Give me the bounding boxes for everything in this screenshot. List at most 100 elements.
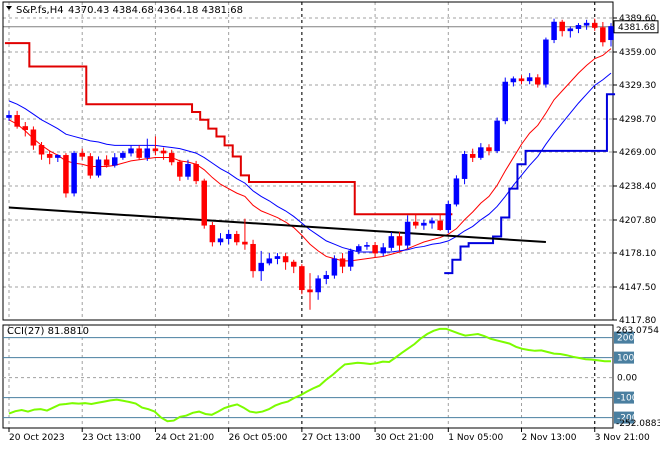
labels-layer: 4389.60 4359.00 4329.30 4298.70 4269.00 4238.… (9, 14, 659, 443)
candle-body (591, 22, 598, 28)
candle-body (364, 245, 370, 247)
candle-body (144, 148, 151, 158)
candle-body (128, 148, 134, 154)
candle-body (290, 261, 297, 267)
candle-body (372, 245, 378, 254)
trend-line (8, 206, 546, 243)
candle-body (469, 153, 476, 158)
cci-level-tag (614, 411, 634, 424)
price-tick-label: 4178.10 (619, 249, 656, 259)
grid-layer (3, 2, 617, 432)
candle-body (30, 129, 37, 146)
candle-body (242, 241, 248, 245)
candle-body (177, 161, 183, 177)
candle-body (388, 236, 395, 248)
candle-body (14, 115, 20, 127)
candle-body (600, 27, 606, 43)
candle-body (6, 115, 12, 118)
candle-body (250, 243, 256, 272)
time-tick-label: 1 Nov 05:00 (448, 433, 503, 443)
candle-body (160, 150, 167, 154)
candle-body (535, 77, 541, 85)
candle-body (486, 147, 492, 152)
candle-body (404, 221, 411, 246)
time-tick-label: 27 Oct 13:00 (302, 433, 361, 443)
candle-body (63, 155, 69, 194)
candle-body (421, 222, 427, 226)
candle-body (323, 275, 330, 279)
candle-body (95, 159, 102, 176)
candle-body (136, 148, 142, 158)
indicator-lines-layer (4, 42, 616, 275)
candle-body (217, 238, 224, 243)
blue-stop-line (444, 93, 616, 275)
time-tick-label: 3 Nov 21:00 (595, 433, 650, 443)
candle-body (543, 39, 549, 85)
price-tick-label: 4207.80 (619, 216, 656, 226)
cci-min-label: -252.0883 (616, 419, 660, 429)
candle-body (71, 152, 77, 194)
cci-level-tag (614, 391, 634, 404)
candles-layer (6, 18, 614, 310)
candle-body (55, 155, 61, 158)
dropdown-triangle-icon (6, 6, 12, 10)
candle-body (437, 220, 443, 231)
price-tick-label: 4359.00 (619, 48, 656, 58)
price-tick-label: 4147.50 (619, 283, 656, 293)
candle-body (266, 258, 273, 264)
red-stop-line (4, 42, 453, 216)
time-tick-label: 2 Nov 13:00 (522, 433, 577, 443)
candle-body (79, 152, 85, 157)
candle-body (567, 28, 574, 32)
cci-layer (3, 327, 634, 424)
candle-body (307, 289, 313, 293)
cci-level-label: 200 (617, 334, 634, 344)
candle-body (551, 21, 557, 41)
candle-body (258, 262, 264, 272)
chart-title: S&P.fs,H4 (16, 5, 64, 16)
candle-body (46, 153, 53, 158)
candle-body (299, 266, 305, 291)
cci-title: CCI(27) 81.8810 (7, 326, 89, 337)
candle-body (274, 256, 281, 259)
ohlc-readout: 4370.43 4384.68 4364.18 4381.68 (68, 5, 243, 16)
candle-body (494, 120, 500, 152)
price-tick-label: 4298.70 (619, 115, 656, 125)
price-tick-label: 4238.40 (619, 182, 656, 192)
candle-body (103, 159, 110, 166)
price-panel-frame (2, 1, 614, 321)
candle-body (38, 145, 45, 155)
candle-body (193, 163, 199, 182)
cci-line (8, 327, 611, 423)
candle-body (445, 203, 452, 231)
cci-level-tag (614, 331, 634, 344)
candle-body (453, 178, 460, 205)
current-price-label: 4381.68 (618, 23, 655, 33)
candle-body (234, 233, 240, 243)
candle-body (575, 25, 582, 29)
candle-body (510, 78, 517, 83)
candle-body (413, 221, 419, 226)
cci-level-label: 0.00 (617, 374, 637, 384)
candle-body (396, 236, 403, 246)
cci-level-label: 100 (617, 354, 634, 364)
candle-body (461, 153, 468, 179)
candle-body (583, 22, 590, 26)
time-tick-label: 20 Oct 2023 (9, 433, 65, 443)
cci-level-label: -200 (617, 414, 638, 424)
time-tick-label: 30 Oct 21:00 (375, 433, 434, 443)
candle-body (201, 180, 207, 226)
price-tick-label: 4269.00 (619, 148, 656, 158)
candle-body (185, 163, 191, 177)
price-tick-label: 4389.60 (619, 14, 656, 24)
candle-body (518, 78, 525, 82)
candle-body (87, 156, 94, 176)
candle-body (22, 126, 29, 131)
candle-body (209, 225, 216, 243)
candle-body (347, 250, 354, 267)
candle-body (152, 148, 159, 152)
candle-body (339, 258, 346, 267)
candle-body (315, 278, 321, 293)
cci-panel-frame (2, 324, 614, 429)
